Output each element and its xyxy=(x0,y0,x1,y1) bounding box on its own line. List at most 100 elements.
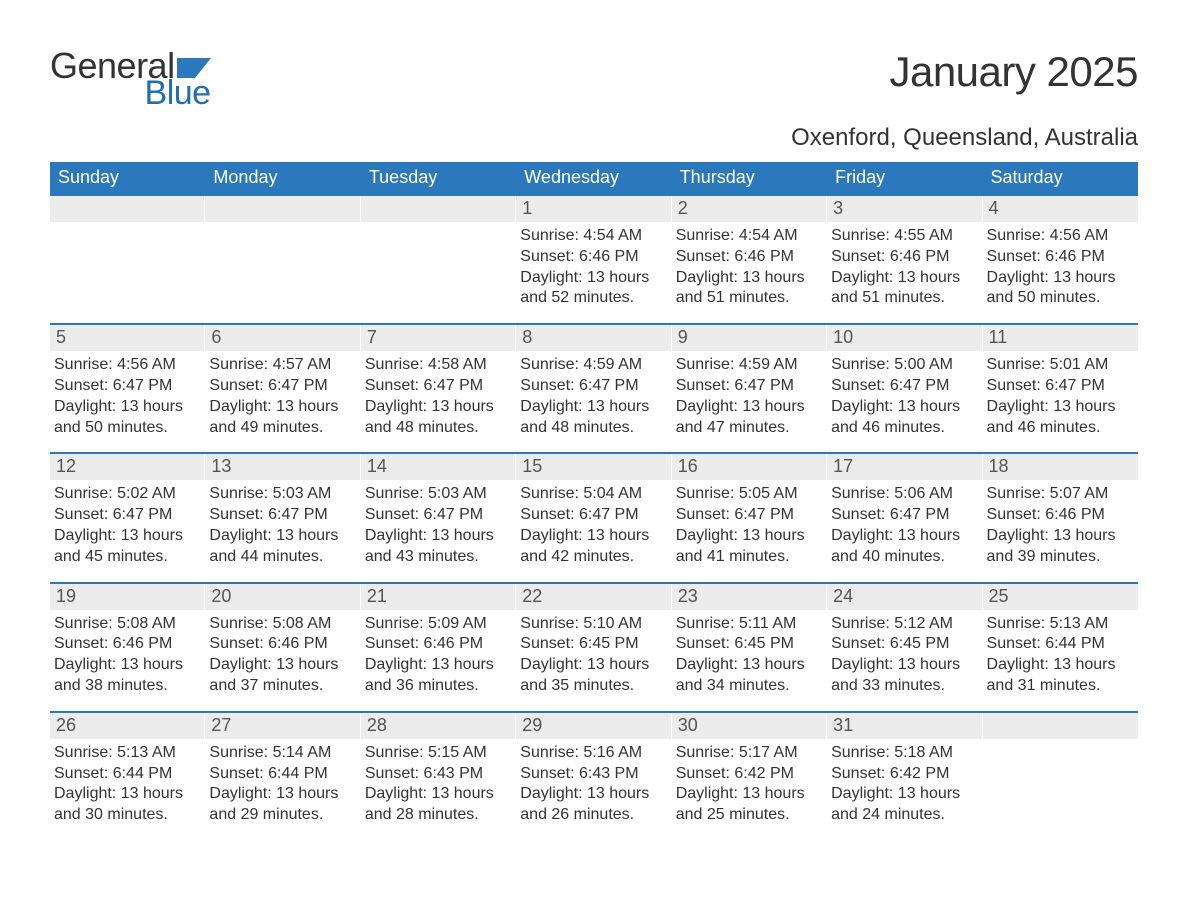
day-number: 5 xyxy=(50,325,205,351)
calendar-day: 11Sunrise: 5:01 AMSunset: 6:47 PMDayligh… xyxy=(983,325,1138,452)
day-sunrise: Sunrise: 5:11 AM xyxy=(676,614,821,635)
day-number: 13 xyxy=(205,454,360,480)
day-sunset: Sunset: 6:46 PM xyxy=(365,634,510,655)
weekday-header: Tuesday xyxy=(361,162,516,194)
calendar-day: 2Sunrise: 4:54 AMSunset: 6:46 PMDaylight… xyxy=(672,196,827,323)
logo: General Blue xyxy=(50,48,211,110)
calendar-week: 19Sunrise: 5:08 AMSunset: 6:46 PMDayligh… xyxy=(50,582,1138,711)
day-details: Sunrise: 5:18 AMSunset: 6:42 PMDaylight:… xyxy=(827,739,982,826)
day-number: 18 xyxy=(983,454,1138,480)
day-dl1: Daylight: 13 hours xyxy=(987,526,1132,547)
day-dl2: and 48 minutes. xyxy=(520,418,665,439)
day-dl2: and 40 minutes. xyxy=(831,547,976,568)
day-sunset: Sunset: 6:42 PM xyxy=(831,764,976,785)
day-dl2: and 46 minutes. xyxy=(987,418,1132,439)
day-dl2: and 44 minutes. xyxy=(209,547,354,568)
header-row: General Blue January 2025 xyxy=(50,48,1138,110)
calendar-day: 16Sunrise: 5:05 AMSunset: 6:47 PMDayligh… xyxy=(672,454,827,581)
calendar-day: 12Sunrise: 5:02 AMSunset: 6:47 PMDayligh… xyxy=(50,454,205,581)
day-sunrise: Sunrise: 5:06 AM xyxy=(831,484,976,505)
day-dl1: Daylight: 13 hours xyxy=(365,397,510,418)
calendar-day: 10Sunrise: 5:00 AMSunset: 6:47 PMDayligh… xyxy=(827,325,982,452)
day-sunrise: Sunrise: 5:08 AM xyxy=(209,614,354,635)
calendar-day: 30Sunrise: 5:17 AMSunset: 6:42 PMDayligh… xyxy=(672,713,827,840)
day-sunset: Sunset: 6:46 PM xyxy=(831,247,976,268)
day-dl1: Daylight: 13 hours xyxy=(831,397,976,418)
day-dl2: and 25 minutes. xyxy=(676,805,821,826)
day-details: Sunrise: 4:58 AMSunset: 6:47 PMDaylight:… xyxy=(361,351,516,438)
day-dl1: Daylight: 13 hours xyxy=(676,268,821,289)
page-title: January 2025 xyxy=(889,48,1138,96)
day-dl1: Daylight: 13 hours xyxy=(831,526,976,547)
day-dl1: Daylight: 13 hours xyxy=(831,784,976,805)
day-dl2: and 43 minutes. xyxy=(365,547,510,568)
day-dl1: Daylight: 13 hours xyxy=(209,784,354,805)
day-dl2: and 30 minutes. xyxy=(54,805,199,826)
day-number: 27 xyxy=(205,713,360,739)
day-details: Sunrise: 5:02 AMSunset: 6:47 PMDaylight:… xyxy=(50,480,205,567)
calendar-day: 21Sunrise: 5:09 AMSunset: 6:46 PMDayligh… xyxy=(361,584,516,711)
day-details: Sunrise: 4:59 AMSunset: 6:47 PMDaylight:… xyxy=(672,351,827,438)
weekday-header: Wednesday xyxy=(516,162,671,194)
calendar-day: 1Sunrise: 4:54 AMSunset: 6:46 PMDaylight… xyxy=(516,196,671,323)
day-dl2: and 51 minutes. xyxy=(831,288,976,309)
page: General Blue January 2025 Oxenford, Quee… xyxy=(0,0,1188,880)
day-dl2: and 46 minutes. xyxy=(831,418,976,439)
day-sunset: Sunset: 6:47 PM xyxy=(676,505,821,526)
day-sunrise: Sunrise: 5:09 AM xyxy=(365,614,510,635)
day-dl1: Daylight: 13 hours xyxy=(365,526,510,547)
day-number: 20 xyxy=(205,584,360,610)
calendar-day: 31Sunrise: 5:18 AMSunset: 6:42 PMDayligh… xyxy=(827,713,982,840)
day-details: Sunrise: 4:55 AMSunset: 6:46 PMDaylight:… xyxy=(827,222,982,309)
day-sunrise: Sunrise: 5:03 AM xyxy=(209,484,354,505)
calendar-day: 13Sunrise: 5:03 AMSunset: 6:47 PMDayligh… xyxy=(205,454,360,581)
day-number: 4 xyxy=(983,196,1138,222)
day-dl1: Daylight: 13 hours xyxy=(676,526,821,547)
day-dl1: Daylight: 13 hours xyxy=(520,526,665,547)
day-dl2: and 37 minutes. xyxy=(209,676,354,697)
calendar: SundayMondayTuesdayWednesdayThursdayFrid… xyxy=(50,162,1138,840)
day-dl2: and 52 minutes. xyxy=(520,288,665,309)
day-dl2: and 38 minutes. xyxy=(54,676,199,697)
day-sunrise: Sunrise: 4:56 AM xyxy=(54,355,199,376)
day-number: 19 xyxy=(50,584,205,610)
day-dl1: Daylight: 13 hours xyxy=(209,526,354,547)
day-details: Sunrise: 5:11 AMSunset: 6:45 PMDaylight:… xyxy=(672,610,827,697)
day-number: 11 xyxy=(983,325,1138,351)
day-dl1: Daylight: 13 hours xyxy=(676,784,821,805)
day-sunrise: Sunrise: 4:54 AM xyxy=(520,226,665,247)
day-dl2: and 42 minutes. xyxy=(520,547,665,568)
day-details: Sunrise: 5:12 AMSunset: 6:45 PMDaylight:… xyxy=(827,610,982,697)
weekday-header: Saturday xyxy=(983,162,1138,194)
location-subtitle: Oxenford, Queensland, Australia xyxy=(50,124,1138,152)
day-dl1: Daylight: 13 hours xyxy=(987,268,1132,289)
day-sunset: Sunset: 6:47 PM xyxy=(54,505,199,526)
day-dl2: and 26 minutes. xyxy=(520,805,665,826)
day-number: 12 xyxy=(50,454,205,480)
day-dl2: and 47 minutes. xyxy=(676,418,821,439)
day-details: Sunrise: 5:03 AMSunset: 6:47 PMDaylight:… xyxy=(361,480,516,567)
day-sunrise: Sunrise: 4:59 AM xyxy=(676,355,821,376)
day-sunset: Sunset: 6:47 PM xyxy=(54,376,199,397)
day-sunset: Sunset: 6:47 PM xyxy=(520,505,665,526)
day-sunrise: Sunrise: 4:55 AM xyxy=(831,226,976,247)
calendar-day: 8Sunrise: 4:59 AMSunset: 6:47 PMDaylight… xyxy=(516,325,671,452)
day-sunset: Sunset: 6:45 PM xyxy=(676,634,821,655)
calendar-day: 26Sunrise: 5:13 AMSunset: 6:44 PMDayligh… xyxy=(50,713,205,840)
day-dl2: and 45 minutes. xyxy=(54,547,199,568)
calendar-week: 12Sunrise: 5:02 AMSunset: 6:47 PMDayligh… xyxy=(50,452,1138,581)
day-number: 21 xyxy=(361,584,516,610)
calendar-day: 20Sunrise: 5:08 AMSunset: 6:46 PMDayligh… xyxy=(205,584,360,711)
day-details: Sunrise: 4:59 AMSunset: 6:47 PMDaylight:… xyxy=(516,351,671,438)
day-dl1: Daylight: 13 hours xyxy=(365,784,510,805)
day-dl2: and 48 minutes. xyxy=(365,418,510,439)
calendar-week: 5Sunrise: 4:56 AMSunset: 6:47 PMDaylight… xyxy=(50,323,1138,452)
day-dl2: and 36 minutes. xyxy=(365,676,510,697)
day-number: 9 xyxy=(672,325,827,351)
day-sunset: Sunset: 6:47 PM xyxy=(520,376,665,397)
day-sunset: Sunset: 6:44 PM xyxy=(209,764,354,785)
day-dl2: and 51 minutes. xyxy=(676,288,821,309)
calendar-day: 22Sunrise: 5:10 AMSunset: 6:45 PMDayligh… xyxy=(516,584,671,711)
day-details: Sunrise: 4:54 AMSunset: 6:46 PMDaylight:… xyxy=(516,222,671,309)
day-sunset: Sunset: 6:45 PM xyxy=(831,634,976,655)
